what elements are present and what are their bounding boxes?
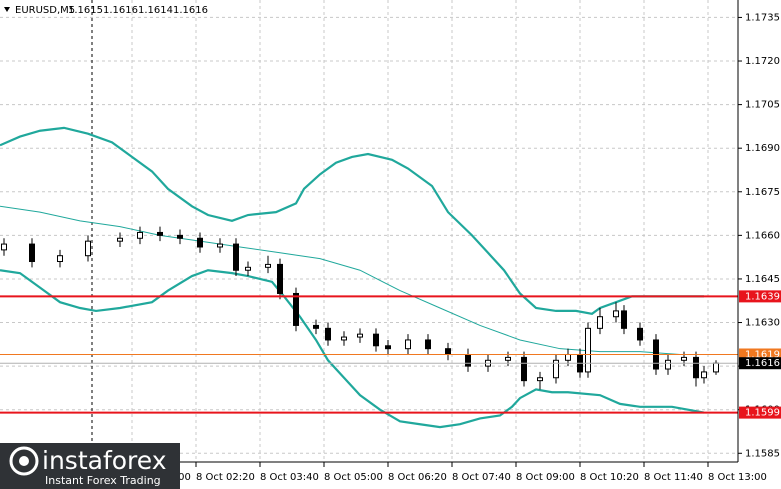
candle-body [85, 240, 91, 257]
watermark-tagline: Instant Forex Trading [45, 474, 161, 487]
candle-body [1, 243, 7, 251]
indicator-line [0, 205, 716, 355]
x-tick-label: 8 Oct 07:40 [452, 472, 511, 483]
ohlc-value: 1.1616 [103, 5, 138, 16]
x-tick-label: 8 Oct 05:00 [324, 472, 383, 483]
candle-body [385, 345, 391, 350]
x-tick-label: 8 Oct 03:40 [260, 472, 319, 483]
level-label-box [739, 406, 781, 419]
current-price-label: 1.1616 [745, 358, 780, 369]
level-label: 1.1639 [745, 291, 780, 302]
x-tick-label: 8 Oct 10:20 [580, 472, 639, 483]
candle-body [157, 231, 163, 236]
candle-body [713, 362, 719, 373]
candle-body [373, 333, 379, 347]
candle-body [341, 336, 347, 341]
candle-body [637, 327, 643, 341]
watermark-icon [9, 446, 39, 476]
candle-body [57, 255, 63, 263]
level-label-box [739, 290, 781, 303]
candle-body [597, 316, 603, 329]
y-tick-label: 1.1720 [745, 56, 780, 67]
candle-body [505, 356, 511, 361]
candle-body [565, 353, 571, 361]
candle-body [357, 333, 363, 338]
candle-body [613, 310, 619, 318]
candle-body [665, 359, 671, 370]
y-tick-label: 1.1645 [745, 274, 780, 285]
candle-body [693, 356, 699, 379]
candle-body [681, 356, 687, 361]
watermark: instaforex Instant Forex Trading [0, 443, 180, 489]
indicator-line [0, 126, 704, 315]
candle-body [537, 377, 543, 382]
y-tick-label: 1.1585 [745, 448, 780, 459]
candle-body [325, 327, 331, 341]
ohlc-value: 1.1616 [173, 5, 208, 16]
candle-body [553, 359, 559, 379]
candle-body [585, 327, 591, 373]
watermark-icon-dot [19, 456, 29, 466]
candle-body [405, 339, 411, 350]
x-tick-label: 8 Oct 06:20 [388, 472, 447, 483]
candle-body [177, 234, 183, 239]
y-tick-label: 1.1705 [745, 100, 780, 111]
candle-body [217, 243, 223, 248]
candle-body [445, 348, 451, 355]
candle-body [197, 237, 203, 248]
y-tick-label: 1.1660 [745, 230, 780, 241]
y-tick-label: 1.1735 [745, 12, 780, 23]
x-tick-label: 8 Oct 13:00 [708, 472, 767, 483]
y-tick-label: 1.1690 [745, 143, 780, 154]
candle-body [137, 231, 143, 239]
candle-body [621, 310, 627, 329]
candle-body [313, 324, 319, 329]
level-label: 1.1599 [745, 408, 780, 419]
candle-body [701, 371, 707, 379]
candle-body [425, 339, 431, 350]
candle-body [117, 237, 123, 242]
x-tick-label: 8 Oct 02:20 [196, 472, 255, 483]
candle-body [265, 263, 271, 268]
current-price-box [739, 357, 781, 370]
symbol-title: EURUSD,M5 [15, 5, 75, 16]
watermark-name: instaforex [42, 446, 167, 475]
menu-arrow[interactable] [4, 7, 10, 12]
indicator-line [0, 269, 705, 429]
candle-body [233, 243, 239, 271]
candle-body [293, 292, 299, 326]
candle-body [521, 356, 527, 382]
y-tick-label: 1.1675 [745, 187, 780, 198]
x-tick-label: 8 Oct 11:40 [644, 472, 703, 483]
candle-body [465, 353, 471, 367]
candle-body [245, 266, 251, 271]
ohlc-value: 1.1615 [68, 5, 103, 16]
x-tick-label: 8 Oct 09:00 [516, 472, 575, 483]
level-label: 1.1619 [745, 349, 780, 360]
ohlc-value: 1.1614 [138, 5, 173, 16]
y-tick-label: 1.1630 [745, 318, 780, 329]
candle-body [29, 243, 35, 263]
candle-body [277, 263, 283, 294]
